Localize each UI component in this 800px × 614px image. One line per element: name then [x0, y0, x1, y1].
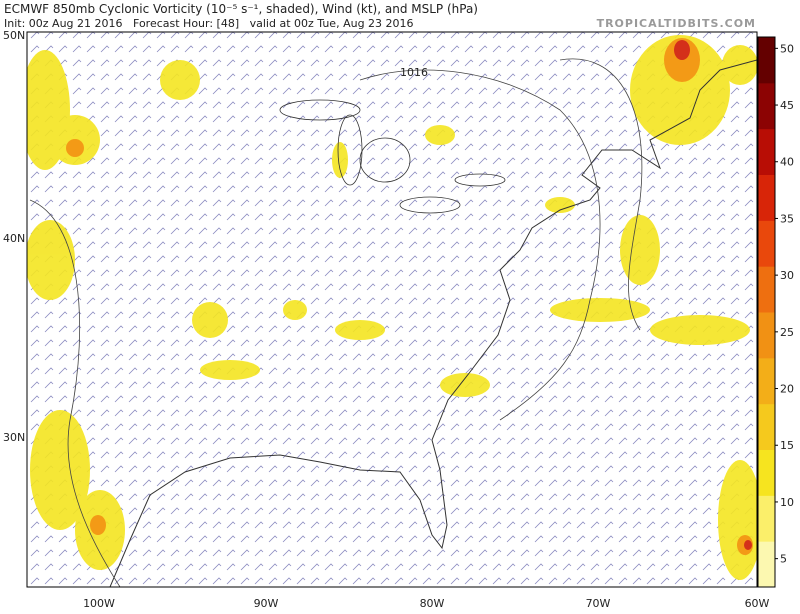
colorbar-segment — [758, 174, 775, 221]
lat-label: 50N — [3, 29, 25, 42]
colorbar-tick-label: 20 — [780, 383, 794, 396]
colorbar: 5 10 15 20 25 30 35 40 45 50 — [757, 36, 794, 588]
contour-label: 1016 — [400, 66, 428, 79]
colorbar-segment — [758, 495, 775, 542]
colorbar-tick-label: 30 — [780, 269, 794, 282]
isobars — [29, 58, 643, 587]
colorbar-tick-label: 40 — [780, 156, 794, 169]
colorbar-tick-label: 15 — [780, 439, 794, 452]
colorbar-tick-label: 45 — [780, 99, 794, 112]
colorbar-segment — [758, 449, 775, 496]
colorbar-segment — [758, 37, 775, 84]
colorbar-tick-label: 10 — [780, 496, 794, 509]
colorbar-segment — [758, 541, 775, 588]
colorbar-segment — [758, 357, 775, 405]
lon-label: 60W — [745, 597, 770, 610]
lon-label: 100W — [83, 597, 115, 610]
title: ECMWF 850mb Cyclonic Vorticity (10⁻⁵ s⁻¹… — [4, 2, 478, 16]
subtitle: Init: 00z Aug 21 2016 Forecast Hour: [48… — [4, 17, 414, 30]
lon-label: 70W — [586, 597, 611, 610]
axis-labels: 50N 40N 30N 100W 90W 80W 70W 60W — [3, 29, 770, 610]
colorbar-segment — [758, 266, 775, 313]
colorbar-tick-label: 35 — [780, 212, 794, 225]
colorbar-segment — [758, 403, 775, 450]
colorbar-tick-label: 25 — [780, 326, 794, 339]
vorticity-max — [674, 40, 752, 550]
colorbar-tick-label: 50 — [780, 42, 794, 55]
colorbar-segment — [758, 312, 775, 359]
colorbar-segment — [758, 82, 775, 130]
lon-label: 80W — [420, 597, 445, 610]
credit: TROPICALTIDBITS.COM — [597, 17, 756, 30]
coastline — [109, 59, 757, 587]
lat-label: 30N — [3, 431, 25, 444]
colorbar-tick-label: 5 — [780, 553, 787, 566]
colorbar-segment — [758, 128, 775, 175]
colorbar-segment — [758, 220, 775, 267]
vorticity-shading — [27, 35, 757, 580]
map: 1016 — [27, 32, 757, 587]
colorbar-frame — [757, 36, 776, 588]
map-frame — [26, 31, 758, 588]
lakes — [279, 99, 506, 214]
lon-label: 90W — [254, 597, 279, 610]
lat-label: 40N — [3, 232, 25, 245]
